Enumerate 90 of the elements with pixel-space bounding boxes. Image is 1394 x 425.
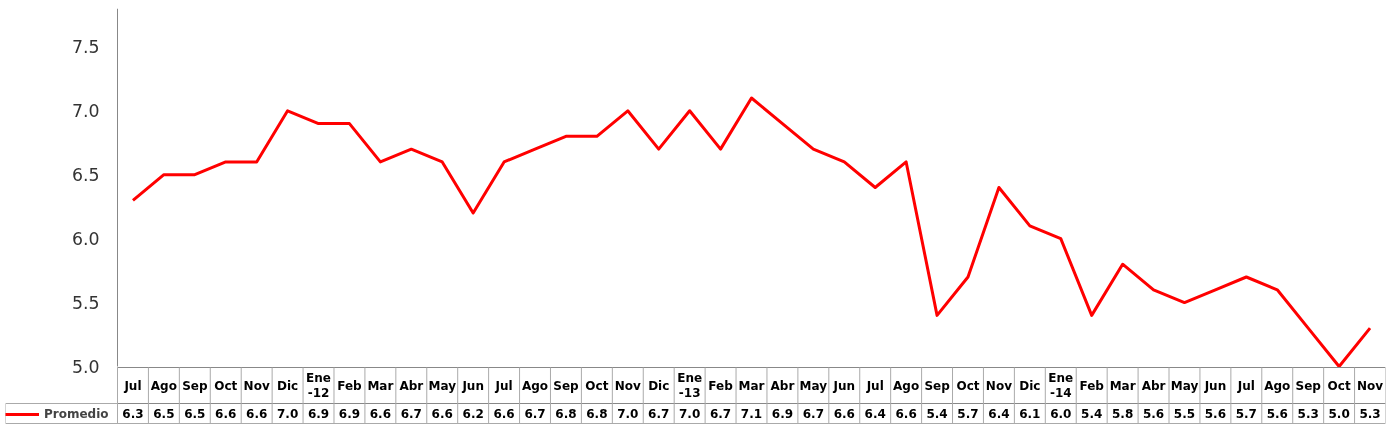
data-label: 6.7 — [802, 407, 824, 421]
x-tick-label: May — [428, 378, 457, 393]
data-label: 6.9 — [771, 407, 794, 421]
data-label: 6.8 — [586, 407, 608, 421]
legend-label: Promedio — [44, 407, 109, 421]
x-tick-label: Oct — [214, 378, 238, 393]
data-label: 6.7 — [400, 407, 422, 421]
x-tick-label: Dic — [648, 378, 670, 393]
data-label: 5.0 — [1328, 407, 1350, 421]
y-tick-label: 7.5 — [71, 37, 100, 58]
x-tick-label: Oct — [956, 378, 980, 393]
x-tick-label: Abr — [399, 378, 424, 393]
data-label: 6.9 — [307, 407, 330, 421]
x-tick-label: Jun — [461, 378, 484, 393]
x-tick-label: Jul — [1236, 378, 1255, 393]
data-label: 6.4 — [988, 407, 1010, 421]
data-label: 6.2 — [462, 407, 484, 421]
x-tick-label: Feb — [1079, 378, 1105, 393]
y-tick-label: 7.0 — [71, 101, 100, 122]
x-tick-label: Mar — [738, 378, 765, 393]
data-label: 6.0 — [1050, 407, 1072, 421]
data-label: 5.6 — [1204, 407, 1227, 421]
x-tick-label: Abr — [1141, 378, 1166, 393]
data-label: 7.0 — [617, 407, 639, 421]
x-tick-label: Ago — [150, 378, 177, 393]
x-tick-label: Abr — [770, 378, 795, 393]
y-tick-label: 5.5 — [71, 293, 100, 314]
x-tick-label: Sep — [1295, 378, 1322, 393]
x-tick-label: Nov — [1356, 378, 1384, 393]
x-tick-label: Oct — [1327, 378, 1351, 393]
data-label: 6.8 — [555, 407, 577, 421]
x-tick-label: Ago — [893, 378, 920, 393]
data-label: 6.6 — [895, 407, 917, 421]
data-label: 5.3 — [1359, 407, 1381, 421]
data-label: 6.5 — [184, 407, 206, 421]
data-label: 6.9 — [338, 407, 361, 421]
data-label: 6.6 — [833, 407, 855, 421]
data-label: 6.3 — [122, 407, 144, 421]
data-label: 5.6 — [1142, 407, 1165, 421]
x-tick-label: Feb — [337, 378, 363, 393]
x-tick-label: Jun — [1203, 378, 1227, 393]
x-tick-label: Nov — [243, 378, 270, 393]
x-tick-label: Ago — [521, 378, 549, 393]
data-label: 6.4 — [864, 407, 886, 421]
data-label: 5.4 — [926, 407, 948, 421]
x-tick-label: Jul — [123, 378, 142, 393]
data-label: 6.6 — [369, 407, 392, 421]
data-label: 6.6 — [215, 407, 237, 421]
line-series — [131, 96, 1372, 368]
x-tick-label: Jun — [832, 378, 856, 393]
x-tick-label: May — [1170, 378, 1199, 393]
data-label: 5.7 — [957, 407, 979, 421]
data-label: 6.1 — [1019, 407, 1041, 421]
x-tick-label: Nov — [614, 378, 642, 393]
x-tick-label: Sep — [553, 378, 580, 393]
x-tick-label: Sep — [182, 378, 208, 393]
data-label: 7.0 — [679, 407, 701, 421]
x-tick-label: Feb — [708, 378, 734, 393]
data-label: 5.8 — [1111, 407, 1134, 421]
data-label: 7.1 — [740, 407, 763, 421]
data-label: 5.3 — [1297, 407, 1319, 421]
data-label: 6.5 — [153, 407, 175, 421]
x-tick-label: Mar — [1109, 378, 1136, 393]
data-label: 5.7 — [1235, 407, 1257, 421]
x-tick-label: Ene -12 — [306, 370, 331, 401]
x-tick-label: Ene -13 — [677, 370, 703, 401]
y-tick-label: 5.0 — [71, 357, 100, 377]
data-label: 6.7 — [524, 407, 546, 421]
data-label: 5.5 — [1173, 407, 1196, 421]
x-tick-label: Oct — [585, 378, 609, 393]
y-tick-label: 6.5 — [71, 165, 100, 186]
x-tick-label: Dic — [277, 378, 299, 393]
y-tick-label: 6.0 — [71, 229, 100, 250]
data-label: 6.6 — [246, 407, 268, 421]
x-tick-label: May — [799, 378, 828, 393]
x-tick-label: Dic — [1019, 378, 1041, 393]
data-label: 7.0 — [276, 407, 299, 421]
x-tick-label: Nov — [985, 378, 1013, 393]
x-tick-label: Jul — [865, 378, 884, 393]
x-tick-label: Jul — [494, 378, 513, 393]
data-label: 6.6 — [431, 407, 453, 421]
data-label: 6.7 — [648, 407, 670, 421]
data-label: 6.6 — [493, 407, 515, 421]
x-tick-label: Ene -14 — [1048, 370, 1074, 401]
x-tick-label: Mar — [367, 378, 394, 393]
x-tick-label: Ago — [1264, 378, 1291, 393]
x-tick-label: Sep — [924, 378, 951, 393]
data-label: 6.7 — [709, 407, 732, 421]
data-label: 5.4 — [1081, 407, 1103, 421]
data-label: 5.6 — [1266, 407, 1288, 421]
